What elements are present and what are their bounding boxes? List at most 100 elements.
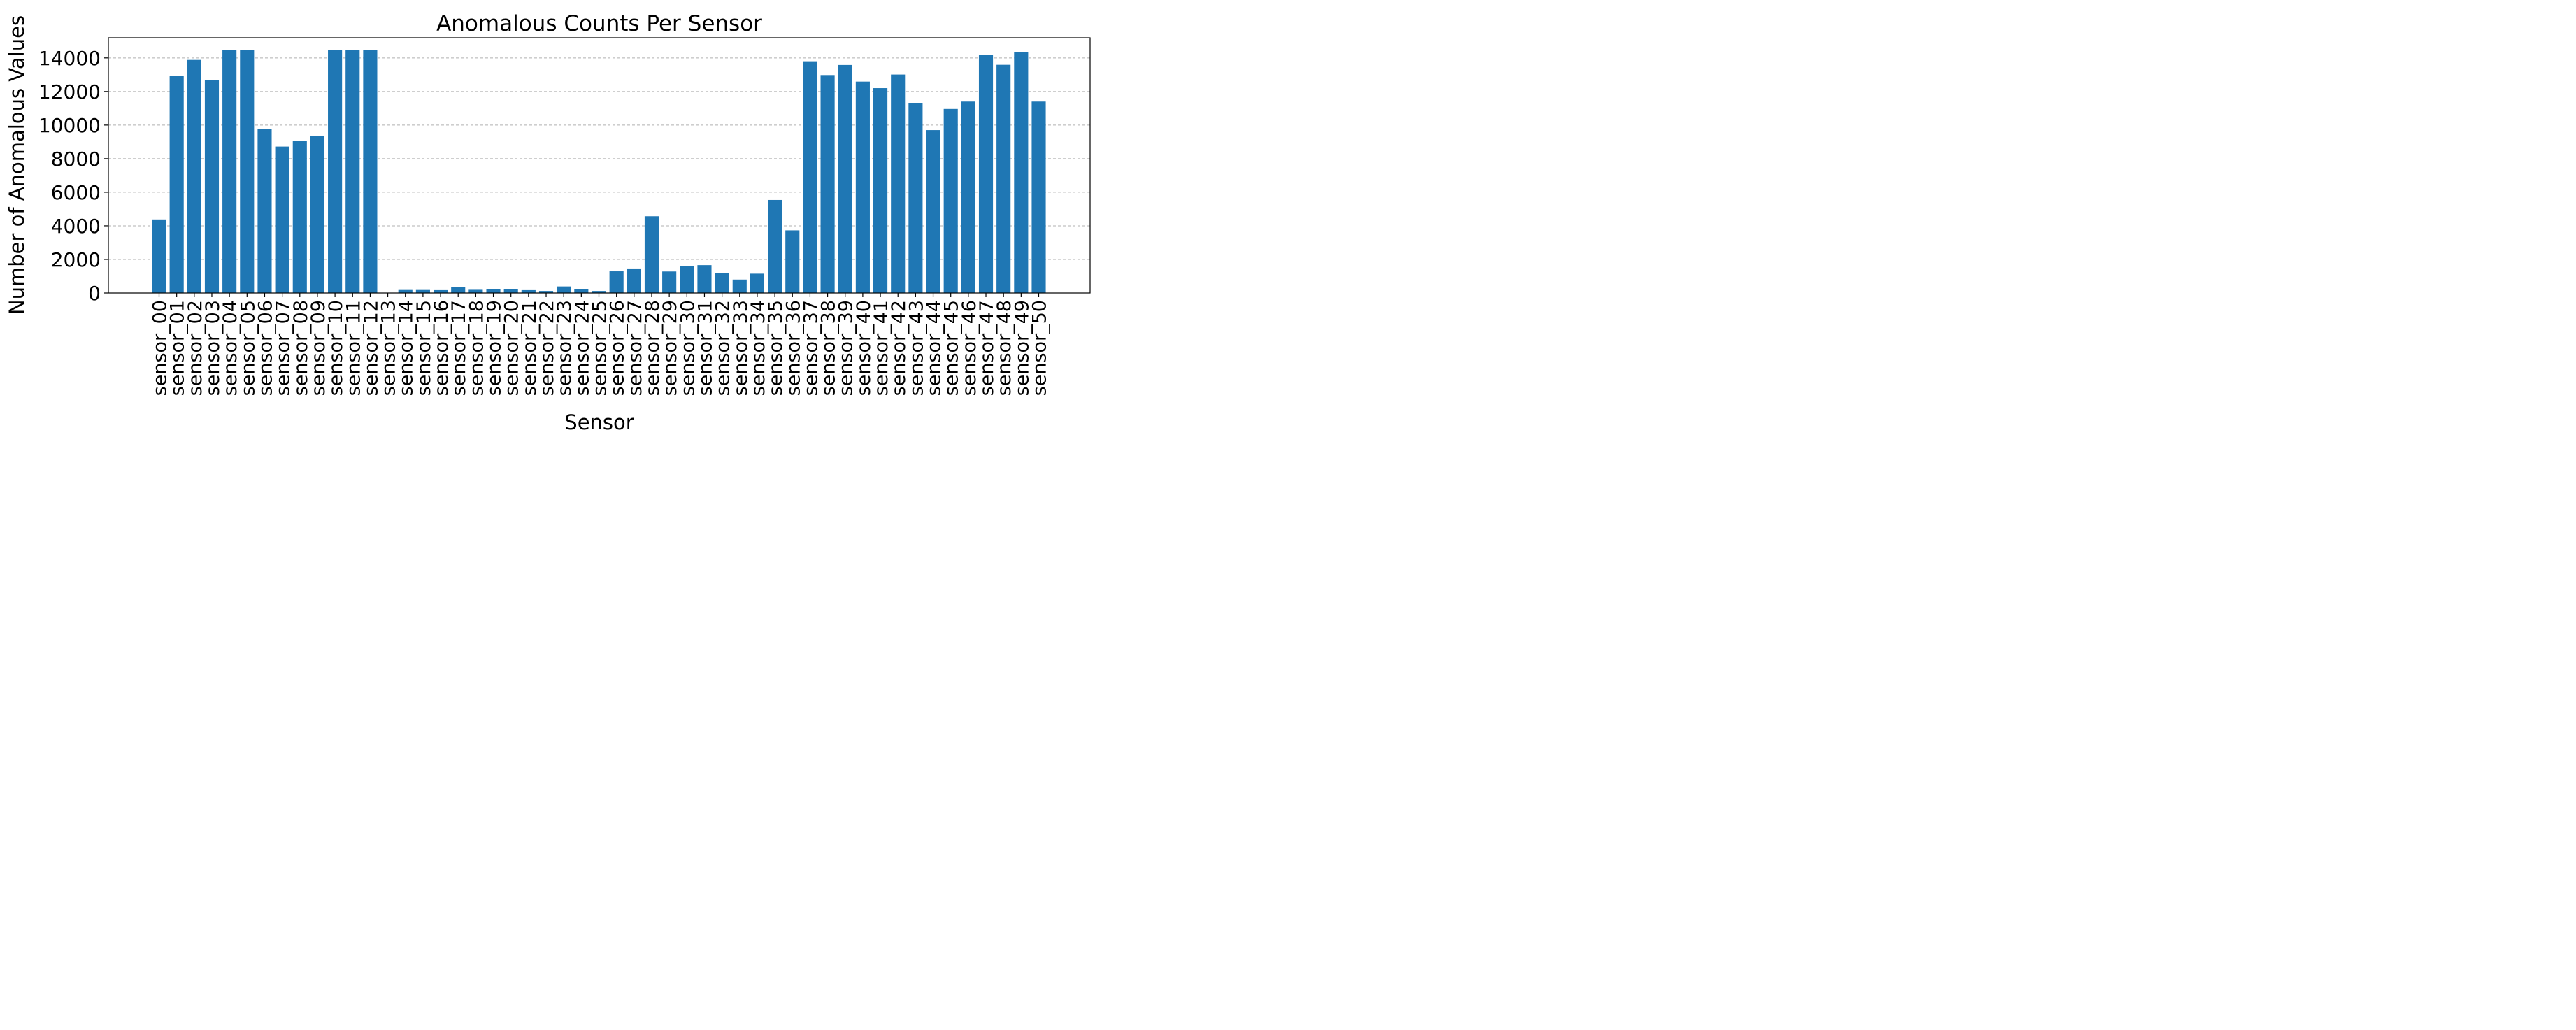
bar-sensor_09 (310, 135, 325, 293)
bar-sensor_16 (433, 289, 448, 293)
x-tick-label: sensor_02 (185, 300, 206, 396)
bar-sensor_19 (486, 289, 501, 293)
bar-sensor_14 (398, 289, 413, 293)
bar-sensor_42 (891, 74, 906, 294)
x-tick-label: sensor_39 (836, 300, 857, 396)
y-tick-label: 2000 (51, 248, 101, 271)
x-tick-label: sensor_16 (431, 300, 452, 396)
x-tick-label: sensor_48 (994, 300, 1015, 396)
grid-lines (108, 57, 1090, 260)
x-tick-label: sensor_05 (237, 300, 259, 396)
x-tick-label: sensor_23 (554, 300, 575, 396)
x-tick-label: sensor_43 (906, 300, 927, 396)
bar-sensor_05 (240, 50, 255, 293)
x-tick-label: sensor_13 (378, 300, 400, 396)
bar-sensor_06 (257, 129, 272, 293)
x-tick-label: sensor_47 (976, 300, 998, 396)
x-tick-label: sensor_22 (536, 300, 558, 396)
x-tick-label: sensor_27 (624, 300, 646, 396)
bar-sensor_41 (873, 88, 888, 293)
x-tick-label: sensor_38 (818, 300, 840, 396)
x-tick-label: sensor_08 (290, 300, 312, 396)
bar-sensor_30 (680, 266, 694, 293)
x-tick-label: sensor_40 (853, 300, 875, 396)
x-axis-label: Sensor (564, 410, 634, 434)
y-tick-label: 14000 (38, 47, 101, 70)
bar-sensor_50 (1031, 101, 1046, 293)
bar-sensor_23 (557, 286, 571, 293)
bar-sensor_08 (292, 141, 307, 293)
x-tick-label: sensor_17 (448, 300, 470, 396)
x-axis-ticks: sensor_00sensor_01sensor_02sensor_03sens… (150, 293, 1051, 396)
x-tick-label: sensor_06 (255, 300, 276, 396)
y-tick-label: 4000 (51, 215, 101, 238)
bar-sensor_36 (785, 230, 800, 293)
bar-sensor_26 (609, 271, 624, 293)
x-tick-label: sensor_10 (325, 300, 347, 396)
bar-sensor_34 (750, 273, 765, 293)
x-tick-label: sensor_12 (360, 300, 382, 396)
bar-sensor_02 (187, 59, 201, 294)
bar-sensor_00 (152, 219, 166, 293)
x-tick-label: sensor_37 (800, 300, 822, 396)
x-tick-label: sensor_28 (642, 300, 664, 396)
x-tick-label: sensor_24 (571, 300, 593, 396)
chart-container: 0 2000 4000 6000 8000 10000 12000 14000 sensor_… (0, 0, 1096, 441)
y-tick-label: 12000 (38, 80, 101, 103)
x-tick-label: sensor_25 (589, 300, 611, 396)
x-tick-label: sensor_32 (713, 300, 734, 396)
bar-sensor_01 (169, 76, 184, 293)
y-tick-label: 10000 (38, 114, 101, 137)
bar-sensor_22 (538, 291, 554, 293)
bar-sensor_47 (978, 55, 994, 294)
x-tick-label: sensor_26 (607, 300, 629, 396)
x-tick-label: sensor_04 (220, 300, 241, 396)
bar-sensor_24 (574, 289, 589, 293)
x-tick-label: sensor_21 (519, 300, 541, 396)
bar-sensor_15 (415, 289, 430, 293)
y-tick-label: 8000 (51, 148, 101, 171)
x-tick-label: sensor_03 (202, 300, 224, 396)
x-tick-label: sensor_19 (484, 300, 506, 396)
bar-sensor_45 (943, 108, 958, 293)
bar-sensor_04 (222, 50, 237, 293)
x-tick-label: sensor_42 (888, 300, 910, 396)
bar-sensor_35 (768, 199, 782, 293)
bar-sensor_28 (644, 216, 659, 293)
x-tick-label: sensor_30 (677, 300, 699, 396)
x-tick-label: sensor_15 (413, 300, 435, 396)
bar-sensor_07 (275, 146, 289, 293)
bar-sensor_12 (363, 50, 378, 293)
bar-sensor_10 (328, 50, 343, 293)
bar-sensor_20 (503, 289, 518, 293)
bar-sensor_46 (961, 101, 975, 293)
bar-sensor_33 (732, 279, 747, 293)
bar-sensor_40 (855, 81, 870, 293)
y-tick-label: 6000 (51, 181, 101, 204)
plot-frame (108, 37, 1091, 294)
x-tick-label: sensor_07 (273, 300, 294, 396)
chart-title: Anomalous Counts Per Sensor (436, 11, 762, 36)
x-tick-label: sensor_45 (941, 300, 963, 396)
bar-sensor_29 (662, 271, 677, 293)
x-tick-label: sensor_20 (501, 300, 523, 396)
bar-sensor_21 (521, 289, 536, 293)
bars (152, 50, 1046, 294)
y-axis-ticks: 0 2000 4000 6000 8000 10000 12000 14000 (38, 47, 108, 305)
bar-sensor_25 (592, 291, 606, 293)
x-tick-label: sensor_29 (659, 300, 681, 396)
x-tick-label: sensor_14 (396, 300, 417, 396)
bar-sensor_32 (715, 273, 729, 293)
y-axis-label: Number of Anomalous Values (5, 15, 29, 315)
x-tick-label: sensor_50 (1029, 300, 1051, 396)
x-tick-label: sensor_35 (765, 300, 787, 396)
bar-sensor_37 (803, 61, 817, 294)
bar-sensor_17 (451, 287, 466, 293)
x-tick-label: sensor_36 (782, 300, 804, 396)
x-tick-label: sensor_41 (871, 300, 892, 396)
x-tick-label: sensor_49 (1011, 300, 1033, 396)
x-tick-label: sensor_00 (150, 300, 171, 396)
x-tick-label: sensor_09 (308, 300, 329, 396)
bar-sensor_49 (1014, 52, 1029, 293)
bar-chart: 0 2000 4000 6000 8000 10000 12000 14000 sensor_… (5, 11, 1091, 434)
